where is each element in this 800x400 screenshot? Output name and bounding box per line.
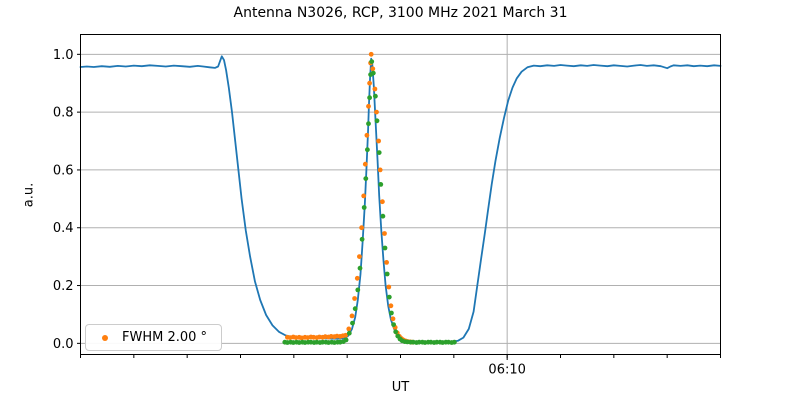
gaussian-fit-orange-point — [386, 284, 392, 290]
legend-label: FWHM 2.00 ° — [122, 330, 208, 345]
gaussian-fit-orange-point — [362, 161, 368, 167]
data-points-green-point — [389, 310, 394, 316]
data-points-green-point — [361, 205, 367, 210]
gaussian-fit-orange-point — [380, 199, 385, 205]
data-points-green-point — [343, 337, 349, 343]
gaussian-fit-orange-point — [352, 296, 357, 301]
gaussian-fit-orange-point — [367, 80, 372, 86]
data-points-green-point — [355, 287, 361, 293]
data-points-green-point — [370, 70, 376, 76]
plot-border — [80, 34, 721, 355]
gaussian-fit-orange-point — [357, 254, 362, 259]
gaussian-fit-orange-point — [374, 109, 379, 115]
data-points-green-point — [384, 271, 390, 277]
gaussian-fit-orange — [285, 51, 415, 345]
data-points-green-point — [391, 322, 396, 327]
gaussian-fit-orange-point — [349, 313, 355, 319]
legend: FWHM 2.00 ° — [85, 324, 222, 351]
data-points-green-point — [369, 59, 375, 64]
chart-title: Antenna N3026, RCP, 3100 MHz 2021 March … — [233, 5, 568, 21]
data-points-green-point — [376, 150, 382, 156]
gaussian-fit-orange-point — [343, 332, 348, 338]
y-axis-label: a.u. — [21, 182, 37, 208]
y-tick-label: 0.6 — [53, 163, 74, 178]
data-points-green-point — [382, 245, 388, 251]
gaussian-fit-orange-point — [390, 316, 396, 322]
gaussian-fit-orange-point — [384, 260, 389, 265]
y-tick-label: 0.4 — [53, 221, 74, 236]
data-points-green-point — [380, 213, 386, 219]
gaussian-fit-orange-point — [370, 66, 376, 72]
legend-marker-dot — [102, 334, 108, 341]
x-tick-label: 06:10 — [488, 363, 525, 378]
data-points-green-point — [359, 236, 365, 242]
data-points-green-point — [378, 182, 384, 187]
y-tick-label: 1.0 — [53, 48, 74, 63]
data-points-green-point — [374, 118, 380, 124]
gaussian-fit-orange-point — [377, 167, 383, 173]
gaussian-fit-orange-point — [382, 231, 387, 236]
gaussian-fit-orange-point — [361, 193, 367, 199]
gaussian-fit-orange-point — [368, 51, 374, 57]
gaussian-fit-orange-point — [346, 326, 352, 332]
data-points-green-point — [373, 93, 378, 99]
gaussian-fit-orange-point — [354, 275, 360, 281]
gaussian-fit-orange-point — [364, 132, 370, 138]
data-points-green-point — [363, 176, 369, 182]
data-points-green-point — [386, 294, 392, 300]
x-axis-label: UT — [391, 380, 410, 395]
data-points-green-point — [350, 320, 355, 326]
data-points-green-point — [367, 95, 372, 101]
gaussian-fit-orange-point — [388, 303, 394, 309]
data-points-green-point — [366, 121, 371, 127]
y-tick-label: 0.2 — [53, 279, 74, 294]
data-points-green-point — [352, 306, 358, 312]
y-tick-label: 0.8 — [53, 106, 74, 121]
gaussian-fit-orange-point — [366, 103, 371, 109]
data-points-green — [282, 59, 457, 345]
gaussian-fit-orange-point — [359, 225, 364, 231]
data-points-green-point — [393, 329, 399, 335]
data-points-green-point — [357, 265, 363, 271]
drift-scan-line — [79, 55, 722, 344]
gaussian-fit-orange-point — [372, 86, 378, 92]
data-points-green-point — [365, 147, 370, 153]
data-points-green-point — [346, 330, 352, 336]
gaussian-fit-orange-point — [376, 138, 381, 144]
y-tick-label: 0.0 — [53, 337, 74, 352]
data-points-green-point — [452, 339, 457, 345]
